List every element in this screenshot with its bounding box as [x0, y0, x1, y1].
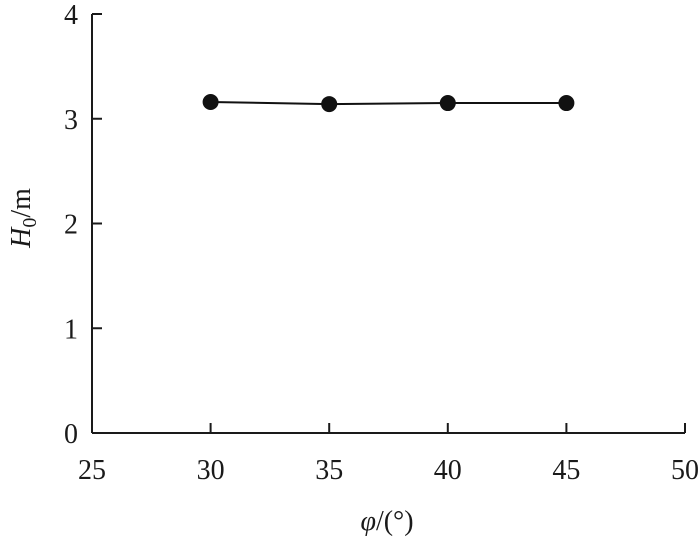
x-tick-label: 30: [197, 455, 225, 486]
x-tick-label: 50: [671, 455, 699, 486]
x-axis-title: φ/(°): [360, 506, 413, 537]
y-tick-label: 1: [64, 314, 78, 345]
x-tick-label: 25: [78, 455, 106, 486]
x-tick-label: 45: [552, 455, 580, 486]
series-layer: [202, 93, 575, 113]
data-point: [558, 95, 575, 112]
y-axis-title: H0/m: [6, 188, 41, 249]
data-point: [321, 96, 338, 113]
x-ticks: 25 30 35 40 45 50: [78, 423, 699, 486]
x-axis-title-var: φ: [360, 506, 376, 537]
y-axis-title-unit: /m: [6, 188, 37, 218]
x-tick-label: 40: [434, 455, 462, 486]
y-ticks: 0 1 2 3 4: [64, 0, 102, 450]
series-line: [210, 100, 567, 106]
y-tick-label: 2: [64, 210, 78, 241]
x-tick-label: 35: [315, 455, 343, 486]
y-tick-label: 3: [64, 105, 78, 136]
y-axis-title-var: H: [6, 226, 37, 249]
data-point: [202, 93, 219, 110]
y-tick-label: 0: [64, 419, 78, 450]
x-axis-title-unit: /(°): [376, 506, 414, 537]
data-point: [439, 95, 456, 112]
plot-area: 25 30 35 40 45 50 0 1 2 3 4: [64, 0, 699, 486]
y-axis-title-sub: 0: [19, 218, 41, 228]
y-tick-label: 4: [64, 0, 78, 31]
